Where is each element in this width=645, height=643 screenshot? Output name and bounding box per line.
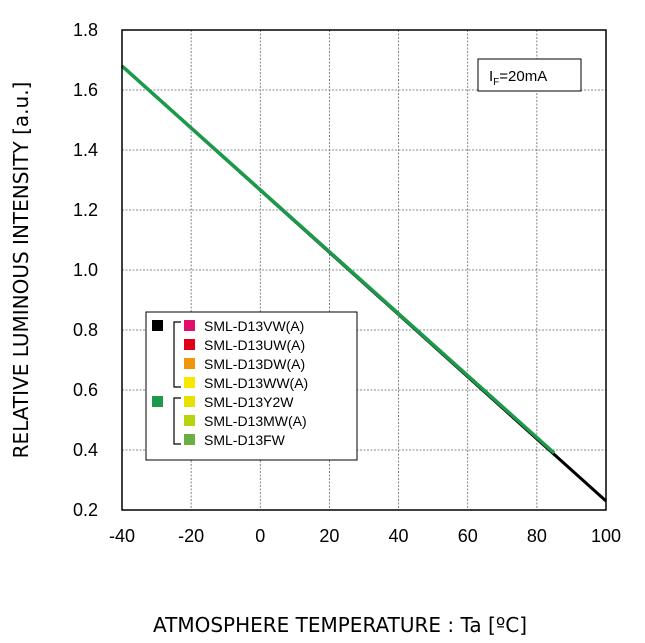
y-tick-label: 0.8	[73, 320, 98, 340]
y-tick-label: 1.0	[73, 260, 98, 280]
y-tick-label: 1.8	[73, 20, 98, 40]
condition-rest: =20mA	[499, 68, 547, 85]
legend-swatch	[184, 320, 195, 331]
x-tick-label: 20	[319, 526, 339, 546]
legend-bracket	[173, 397, 181, 445]
legend-item-label: SML-D13WW(A)	[204, 375, 308, 391]
legend-swatch	[184, 358, 195, 369]
x-tick-labels: -40 -20 0 20 40 60 80 100	[109, 526, 621, 546]
legend-item-label: SML-D13MW(A)	[204, 413, 307, 429]
x-tick-label: 80	[527, 526, 547, 546]
series-line	[120, 64, 556, 455]
legend-swatch	[184, 415, 195, 426]
legend-bracket	[173, 321, 181, 388]
legend-swatch	[184, 377, 195, 388]
legend-group-marker	[152, 396, 163, 407]
legend-item-label: SML-D13UW(A)	[204, 337, 305, 353]
y-tick-label: 1.4	[73, 140, 98, 160]
plot-frame	[121, 29, 607, 511]
x-tick-label: 40	[389, 526, 409, 546]
y-tick-label: 1.6	[73, 80, 98, 100]
x-tick-label: -20	[178, 526, 204, 546]
x-tick-label: 0	[255, 526, 265, 546]
x-tick-label: 100	[591, 526, 621, 546]
x-tick-label: -40	[109, 526, 135, 546]
condition-label: IF=20mA	[489, 68, 547, 88]
condition-box: IF=20mA	[477, 58, 582, 92]
y-tick-label: 1.2	[73, 200, 98, 220]
y-tick-labels: 0.2 0.4 0.6 0.8 1.0 1.2 1.4 1.6 1.8	[73, 20, 98, 520]
y-tick-label: 0.2	[73, 500, 98, 520]
legend-item-label: SML-D13Y2W	[204, 394, 294, 410]
legend-group-marker	[152, 320, 163, 331]
legend-box	[145, 311, 358, 461]
x-tick-label: 60	[458, 526, 478, 546]
condition-main: I	[489, 68, 493, 85]
series	[120, 64, 608, 503]
y-tick-label: 0.6	[73, 380, 98, 400]
condition-sub: F	[493, 77, 499, 88]
x-axis-label: ATMOSPHERE TEMPERATURE : Ta [ºC]	[153, 613, 527, 637]
legend-swatch	[184, 339, 195, 350]
y-tick-label: 0.4	[73, 440, 98, 460]
legend: SML-D13VW(A) SML-D13UW(A) SML-D13DW(A) SML-…	[145, 311, 358, 461]
legend-swatch	[184, 434, 195, 445]
legend-swatch	[184, 396, 195, 407]
legend-item-label: SML-D13FW	[204, 432, 286, 448]
legend-item-label: SML-D13VW(A)	[204, 318, 304, 334]
y-axis-label: RELATIVE LUMINOUS INTENSITY [a.u.]	[9, 82, 33, 459]
legend-item-label: SML-D13DW(A)	[204, 356, 305, 372]
